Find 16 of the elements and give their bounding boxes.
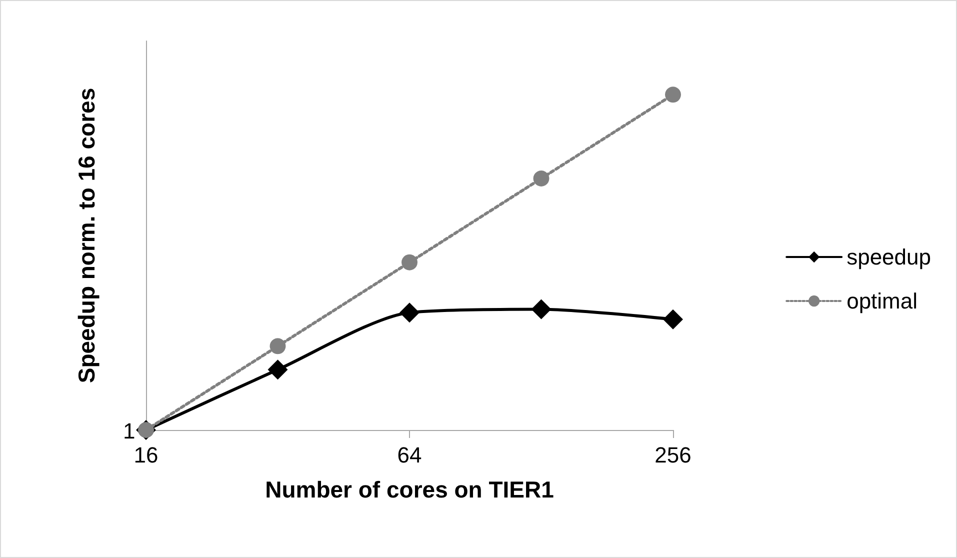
x-tick-label: 256	[654, 442, 692, 468]
legend-label: speedup	[846, 244, 932, 270]
x-tick-label: 16	[134, 442, 158, 468]
point	[531, 299, 552, 320]
point	[663, 309, 683, 330]
x-tick-label: 64	[397, 442, 422, 468]
point	[402, 254, 418, 270]
point	[268, 360, 288, 380]
point	[533, 170, 550, 186]
point	[400, 302, 420, 323]
text: 1	[123, 418, 136, 444]
y-axis-title: Speedup norm. to 16 cores	[74, 88, 100, 384]
point	[270, 338, 286, 354]
x-axis-title: Number of cores on TIER1	[265, 476, 554, 502]
point	[665, 86, 681, 103]
legend-label: optimal	[846, 288, 918, 314]
